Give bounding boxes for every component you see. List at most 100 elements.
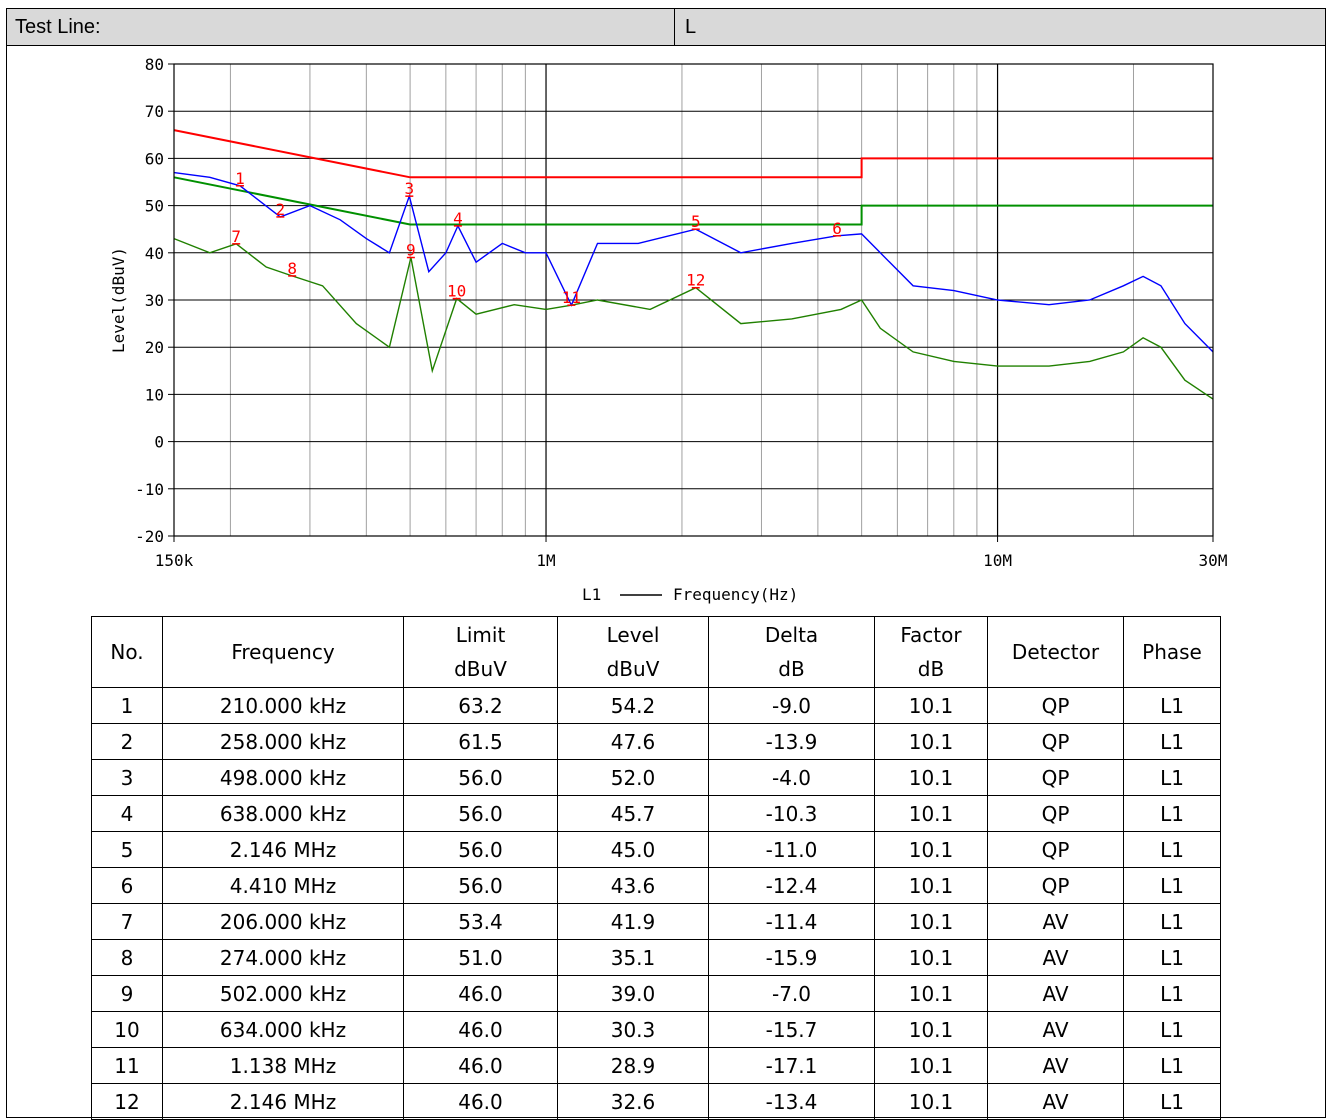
table-cell: 46.0 [403, 1047, 558, 1084]
table-row: 6 4.410 MHz 56.0 43.6 -12.4 10.1 QP L1 [91, 867, 1221, 904]
table-cell: -13.9 [708, 723, 875, 760]
table-cell: 10.1 [874, 1083, 988, 1120]
table-cell: 3 [91, 759, 163, 796]
column-header: No. [91, 616, 163, 688]
column-header: Factor dB [874, 616, 988, 688]
table-cell: -9.0 [708, 687, 875, 724]
table-cell: 10.1 [874, 723, 988, 760]
table-cell: 10.1 [874, 903, 988, 940]
table-cell: 634.000 kHz [162, 1011, 404, 1048]
column-header: Limit dBuV [403, 616, 558, 688]
table-cell: 7 [91, 903, 163, 940]
table-cell: 10.1 [874, 1047, 988, 1084]
table-cell: 45.7 [557, 795, 709, 832]
y-axis-label: Level(dBuV) [109, 247, 128, 353]
table-cell: 10.1 [874, 759, 988, 796]
table-cell: 61.5 [403, 723, 558, 760]
table-cell: L1 [1123, 1011, 1221, 1048]
table-row: 9 502.000 kHz 46.0 39.0 -7.0 10.1 AV L1 [91, 975, 1221, 1012]
table-cell: 5 [91, 831, 163, 868]
y-tick-label: 10 [145, 385, 164, 404]
table-cell: L1 [1123, 939, 1221, 976]
table-cell: 1 [91, 687, 163, 724]
table-cell: L1 [1123, 1047, 1221, 1084]
table-cell: 638.000 kHz [162, 795, 404, 832]
x-tick-label: 1M [536, 551, 555, 570]
test-line-label: Test Line: [7, 9, 675, 45]
table-cell: -15.9 [708, 939, 875, 976]
table-cell: L1 [1123, 795, 1221, 832]
chart-grid [174, 63, 1214, 537]
table-cell: 63.2 [403, 687, 558, 724]
table-cell: 10.1 [874, 975, 988, 1012]
table-cell: 46.0 [403, 975, 558, 1012]
marker-label: 6 [832, 219, 842, 238]
marker-label: 2 [276, 200, 286, 219]
table-row: 1 210.000 kHz 63.2 54.2 -9.0 10.1 QP L1 [91, 687, 1221, 724]
table-row: 12 2.146 MHz 46.0 32.6 -13.4 10.1 AV L1 [91, 1083, 1221, 1120]
table-cell: -10.3 [708, 795, 875, 832]
table-cell: 4 [91, 795, 163, 832]
table-cell: 46.0 [403, 1011, 558, 1048]
table-cell: QP [987, 867, 1124, 904]
results-table: No. Frequency Limit dBuV Level dBuV Delta dB Fac… [91, 616, 1221, 1120]
table-cell: L1 [1123, 975, 1221, 1012]
table-cell: QP [987, 795, 1124, 832]
table-cell: QP [987, 759, 1124, 796]
marker-label: 7 [231, 227, 241, 246]
table-cell: L1 [1123, 1083, 1221, 1120]
test-line-header: Test Line: L [7, 9, 1325, 46]
x-tick-label: 10M [983, 551, 1012, 570]
table-cell: AV [987, 975, 1124, 1012]
table-cell: 10.1 [874, 795, 988, 832]
table-cell: AV [987, 1083, 1124, 1120]
table-cell: 6 [91, 867, 163, 904]
marker-label: 9 [406, 241, 416, 260]
table-cell: 274.000 kHz [162, 939, 404, 976]
test-line-value: L [685, 16, 697, 38]
av_limit-line [173, 176, 1213, 226]
table-cell: L1 [1123, 831, 1221, 868]
column-header: Detector [987, 616, 1124, 688]
table-cell: 10.1 [874, 1011, 988, 1048]
table-cell: -11.4 [708, 903, 875, 940]
y-tick-label: 70 [145, 102, 164, 121]
table-cell: 12 [91, 1083, 163, 1120]
y-tick-label: -10 [135, 480, 164, 499]
report-frame: Test Line: L [6, 8, 1326, 1118]
table-cell: 502.000 kHz [162, 975, 404, 1012]
av_trace-line [173, 237, 1214, 400]
qp_limit-line [173, 129, 1213, 179]
table-row: 3 498.000 kHz 56.0 52.0 -4.0 10.1 QP L1 [91, 759, 1221, 796]
table-cell: 45.0 [557, 831, 709, 868]
y-tick-label: 0 [154, 433, 164, 452]
y-tick-label: 60 [145, 149, 164, 168]
table-row: 10 634.000 kHz 46.0 30.3 -15.7 10.1 AV L1 [91, 1011, 1221, 1048]
table-cell: 32.6 [557, 1083, 709, 1120]
table-cell: 206.000 kHz [162, 903, 404, 940]
chart-axes: -20 -10 0 10 20 30 40 50 60 70 80 150k 1M 10M 30M [135, 55, 1227, 570]
qp_trace-line [173, 171, 1214, 353]
table-cell: 53.4 [403, 903, 558, 940]
table-cell: 43.6 [557, 867, 709, 904]
marker-label: 10 [447, 282, 466, 301]
table-cell: 4.410 MHz [162, 867, 404, 904]
table-cell: 39.0 [557, 975, 709, 1012]
table-cell: 56.0 [403, 759, 558, 796]
table-cell: 2.146 MHz [162, 831, 404, 868]
table-cell: 35.1 [557, 939, 709, 976]
table-cell: 498.000 kHz [162, 759, 404, 796]
table-cell: 11 [91, 1047, 163, 1084]
table-body: 1 210.000 kHz 63.2 54.2 -9.0 10.1 QP L1 2 258.000… [91, 687, 1221, 1120]
marker-label: 8 [287, 259, 297, 278]
table-row: 5 2.146 MHz 56.0 45.0 -11.0 10.1 QP L1 [91, 831, 1221, 868]
y-tick-label: 50 [145, 197, 164, 216]
plot-border [173, 63, 1214, 537]
table-cell: L1 [1123, 867, 1221, 904]
marker-label: 5 [691, 212, 701, 231]
marker-label: 3 [404, 179, 414, 198]
table-cell: 56.0 [403, 867, 558, 904]
table-cell: QP [987, 687, 1124, 724]
table-cell: 2.146 MHz [162, 1083, 404, 1120]
